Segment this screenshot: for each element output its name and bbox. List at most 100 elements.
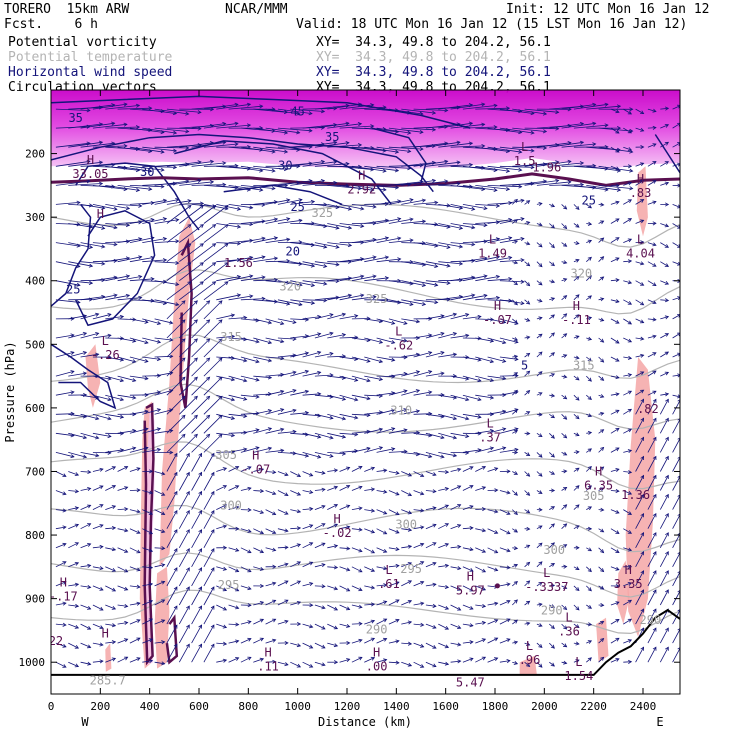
vector-arrowhead: [677, 513, 680, 516]
vector-arrowhead: [600, 237, 605, 242]
vector-arrow: [265, 618, 276, 625]
vector-arrowhead: [397, 257, 402, 262]
vector-arrowhead: [308, 179, 313, 184]
vector-arrow: [598, 356, 604, 363]
vector-arrowhead: [370, 529, 376, 534]
vector-arrow: [512, 581, 518, 587]
wind-speed-label: 35: [68, 111, 82, 125]
vector-arrow: [364, 277, 389, 282]
vector-arrowhead: [138, 255, 143, 260]
vector-arrowhead: [247, 549, 252, 554]
vector-arrow: [413, 108, 448, 111]
vector-arrow: [401, 562, 412, 568]
vector-arrow: [499, 428, 519, 434]
vector-arrow: [536, 525, 543, 530]
vector-arrow: [524, 200, 530, 205]
vector-arrow: [314, 242, 339, 248]
vector-arrowhead: [382, 168, 387, 173]
vector-arrow: [92, 413, 112, 420]
vector-arrow: [413, 142, 448, 148]
vector-arrowhead: [99, 587, 104, 591]
vector-arrow: [240, 429, 259, 434]
vector-arrow: [635, 608, 644, 625]
pv-extremum-marker: H: [264, 646, 271, 660]
vector-arrow: [228, 337, 247, 340]
vector-arrowhead: [113, 225, 118, 230]
vector-arrowhead: [481, 143, 486, 149]
vector-arrow: [351, 146, 386, 152]
pv-extremum-marker: H: [373, 646, 380, 660]
vector-arrowhead: [95, 453, 100, 458]
vector-arrowhead: [358, 506, 363, 511]
vector-arrowhead: [555, 178, 560, 183]
vector-arrow: [290, 432, 309, 436]
vector-arrow: [142, 165, 177, 168]
vector-arrowhead: [615, 183, 620, 188]
vector-arrowhead: [206, 319, 211, 324]
vector-arrowhead: [185, 145, 190, 150]
vector-arrowhead: [395, 599, 400, 604]
vector-arrow: [659, 418, 669, 434]
theta-label: 300: [395, 518, 417, 532]
vector-arrow: [364, 509, 375, 512]
vector-arrowhead: [444, 661, 450, 666]
vector-arrow: [598, 412, 604, 415]
vector-arrow: [462, 356, 481, 361]
vector-arrow: [672, 163, 680, 167]
vector-arrow: [142, 146, 177, 152]
vector-arrow: [364, 394, 383, 397]
vector-arrow: [265, 599, 276, 606]
vector-arrowhead: [587, 221, 593, 226]
vector-arrowhead: [494, 637, 499, 642]
vector-arrow: [154, 409, 173, 415]
vector-arrow: [536, 280, 543, 286]
vector-arrow: [499, 509, 511, 515]
wind-speed-label: 30: [278, 158, 292, 172]
vector-arrowhead: [468, 162, 474, 167]
vector-arrow: [179, 142, 214, 148]
vector-arrowhead: [550, 373, 556, 377]
vector-arrow: [203, 205, 229, 224]
vector-arrowhead: [514, 339, 519, 344]
x-tick-label: 1200: [334, 700, 361, 713]
vector-arrow: [92, 334, 111, 339]
vector-arrow: [154, 661, 165, 665]
vector-arrow: [55, 391, 74, 396]
vector-arrowhead: [567, 159, 572, 164]
vector-arrowhead: [175, 260, 180, 265]
vector-arrow: [512, 641, 518, 644]
vector-arrowhead: [206, 357, 211, 362]
vector-arrowhead: [513, 619, 518, 624]
vector-arrow: [92, 660, 103, 663]
pv-extremum-value: 6.35: [584, 478, 613, 492]
vector-arrowhead: [224, 204, 229, 209]
vector-arrowhead: [341, 451, 347, 456]
vector-arrowhead: [481, 122, 486, 127]
vector-arrow: [561, 523, 567, 529]
vector-arrowhead: [640, 301, 645, 306]
vector-arrowhead: [181, 433, 186, 438]
vector-arrowhead: [526, 352, 531, 357]
vector-arrowhead: [383, 637, 388, 642]
vector-arrow: [68, 351, 87, 358]
vector-arrowhead: [284, 640, 289, 645]
vector-arrowhead: [383, 618, 388, 623]
vector-arrow: [425, 452, 445, 458]
vector-arrow: [561, 452, 567, 456]
vector-arrow: [290, 452, 309, 457]
vector-arrow: [524, 452, 530, 456]
pv-extremum-value: .82: [637, 402, 659, 416]
vector-arrow: [512, 219, 518, 224]
vector-arrow: [55, 180, 90, 186]
vector-arrowhead: [82, 314, 88, 319]
vector-arrowhead: [457, 485, 462, 490]
vector-arrowhead: [420, 581, 425, 585]
vector-arrow: [499, 259, 524, 263]
vector-arrow: [55, 280, 80, 286]
vector-arrow: [166, 281, 192, 301]
vector-arrowhead: [125, 293, 131, 298]
vector-arrow: [55, 661, 67, 668]
vector-arrowhead: [144, 409, 149, 414]
vector-arrowhead: [280, 389, 285, 394]
vector-arrowhead: [370, 656, 376, 661]
